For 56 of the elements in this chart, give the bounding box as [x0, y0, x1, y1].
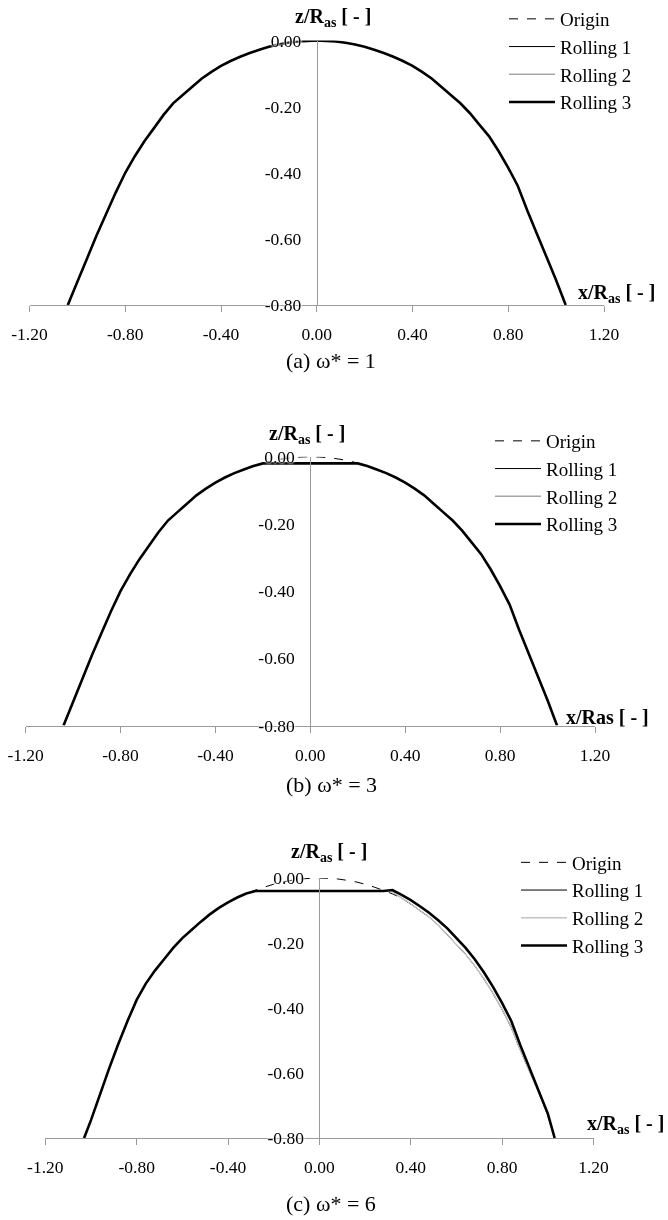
x-tick-label: 0.40: [395, 1157, 427, 1177]
legend-label: Rolling 3: [572, 935, 644, 957]
legend-label: Rolling 2: [546, 486, 618, 508]
legend-label: Origin: [546, 431, 597, 453]
y-tick-label: -0.20: [267, 933, 305, 954]
legend-label: Rolling 1: [546, 458, 618, 480]
y-axis-title: z/R$_{as}$ [ - ]: [269, 422, 346, 448]
y-tick-label: -0.20: [264, 96, 302, 117]
x-tick-label: 0.00: [304, 1157, 335, 1177]
text: (c) ω* = 6: [286, 1191, 376, 1216]
y-axis-title: z/R$_{as}$ [ - ]: [291, 840, 368, 866]
y-tick-label: -0.80: [264, 295, 302, 316]
legend-label: Rolling 3: [560, 92, 632, 114]
y-tick-label: -0.40: [258, 581, 296, 602]
x-tick-label: -0.80: [102, 744, 139, 765]
y-tick-label: -0.20: [258, 514, 296, 535]
x-tick-label: -0.40: [202, 324, 240, 344]
y-tick-label: -0.60: [258, 648, 296, 669]
x-tick-label: 1.20: [588, 324, 620, 344]
x-tick-label: -0.80: [107, 324, 144, 344]
legend-label: Rolling 2: [560, 64, 632, 86]
x-tick-label: -0.80: [118, 1157, 156, 1177]
legend-label: Rolling 3: [546, 514, 618, 536]
legend-label: Rolling 1: [560, 36, 632, 58]
x-tick-label: 0.80: [484, 744, 516, 765]
x-tick-label: 0.40: [397, 324, 429, 344]
x-tick-label: -1.20: [27, 1157, 64, 1177]
y-tick-label: -0.80: [267, 1128, 305, 1149]
y-tick-label: -0.40: [267, 998, 305, 1019]
legend-label: Origin: [572, 852, 623, 874]
x-tick-label: 0.00: [294, 744, 326, 765]
y-tick-label: -0.40: [264, 162, 302, 183]
x-tick-label: -0.40: [197, 744, 234, 765]
y-tick-label: -0.60: [267, 1063, 305, 1084]
legend-label: Rolling 2: [572, 908, 644, 930]
x-tick-label: 0.80: [486, 1157, 518, 1177]
text: (a) ω* = 1: [286, 348, 376, 373]
x-axis-title: x/R$_{as}$ [ - ]: [587, 1112, 665, 1138]
y-tick-label: 0.00: [273, 868, 305, 889]
x-tick-label: 0.00: [301, 324, 333, 344]
x-tick-label: 1.20: [578, 1157, 610, 1177]
legend-label: Rolling 1: [572, 880, 644, 902]
y-tick-label: 0.00: [264, 446, 296, 467]
x-tick-label: -1.20: [11, 324, 48, 344]
x-tick-label: -1.20: [7, 744, 45, 765]
y-tick-label: -0.60: [264, 228, 302, 249]
x-axis-title: x/R$_{as}$ [ - ]: [578, 281, 656, 307]
x-tick-label: 0.40: [389, 744, 421, 765]
y-axis-title: z/R$_{as}$ [ - ]: [295, 5, 372, 31]
x-tick-label: -0.40: [209, 1157, 247, 1177]
x-tick-label: 1.20: [579, 744, 611, 765]
y-tick-label: -0.80: [258, 715, 296, 736]
text: (b) ω* = 3: [286, 772, 378, 797]
x-tick-label: 0.80: [492, 324, 524, 344]
legend-label: Origin: [560, 9, 611, 31]
x-axis-title: x/Ras [ - ]: [566, 706, 649, 728]
